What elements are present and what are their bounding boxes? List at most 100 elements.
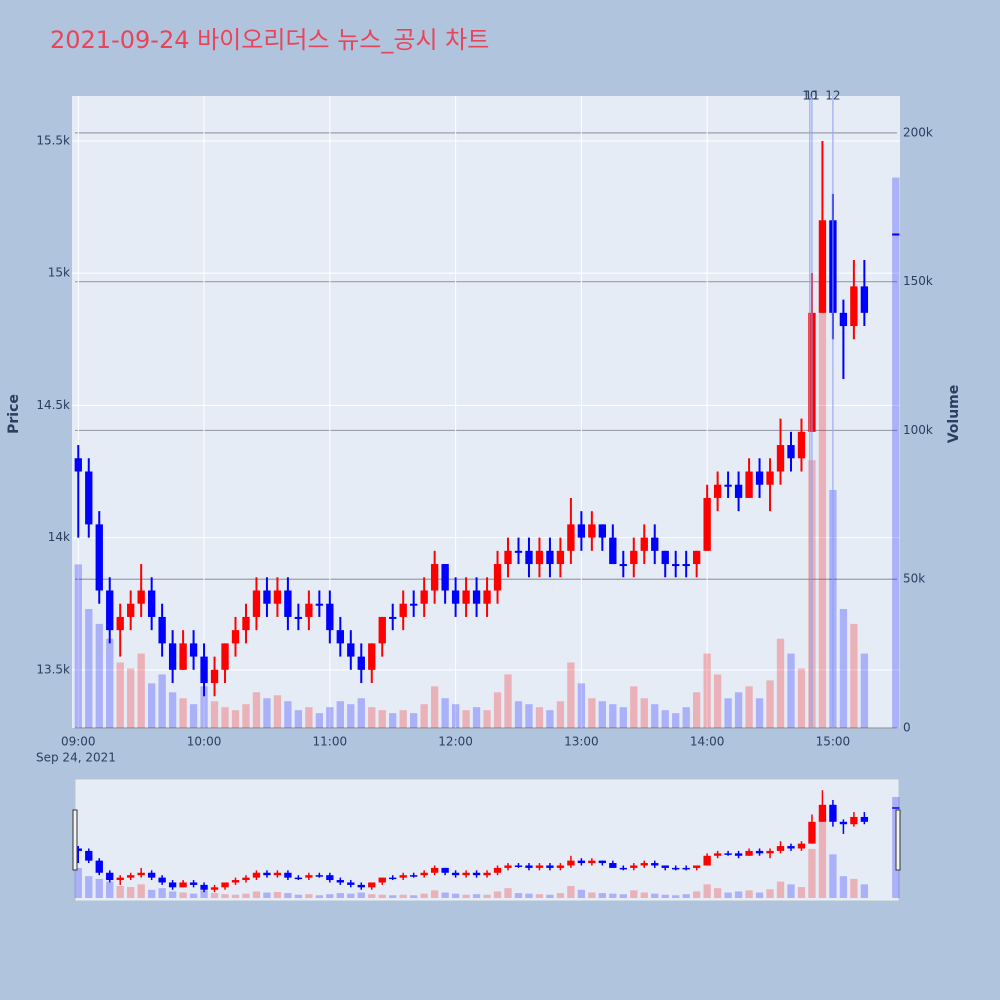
slider-candle-body: [85, 850, 93, 861]
candle-body: [860, 286, 869, 313]
slider-candle-body: [336, 880, 344, 883]
slider-candle-body: [326, 875, 334, 881]
candle-body: [410, 603, 418, 606]
candle-body: [74, 458, 82, 472]
volume-bar: [703, 653, 711, 728]
candle-body: [724, 484, 732, 487]
slider-volume-bar: [514, 893, 523, 898]
slider-candle-body: [651, 863, 659, 866]
y-tick-label: 14k: [48, 530, 70, 544]
slider-candle-body: [745, 850, 753, 856]
slider-volume-bar: [231, 894, 240, 898]
volume-bar: [106, 638, 114, 728]
slider-volume-bar: [252, 891, 261, 898]
slider-candle-body: [357, 884, 365, 888]
candle-body: [734, 484, 743, 498]
slider-volume-bar: [137, 884, 145, 898]
volume-bar: [127, 668, 135, 728]
slider-volume-bar: [766, 889, 774, 898]
volume-bar: [95, 623, 103, 728]
candle-body: [294, 616, 303, 619]
slider-candle-body: [493, 867, 502, 873]
volume-bar: [797, 668, 806, 728]
candle-body: [430, 564, 439, 591]
slider-volume-bar: [567, 885, 575, 898]
candle-body: [451, 590, 460, 604]
slider-volume-bar: [619, 894, 627, 898]
candle-body: [787, 445, 795, 459]
slider-volume-bar: [693, 891, 701, 898]
slider-volume-bar: [200, 890, 208, 898]
slider-volume-bar: [556, 893, 565, 898]
candle-body: [420, 590, 428, 604]
volume-bar: [357, 698, 365, 728]
slider-candle-body: [630, 865, 638, 868]
candle-body: [357, 656, 365, 670]
slider-candle-body: [347, 882, 355, 885]
slider-candle-body: [420, 872, 428, 876]
volume-bar: [410, 713, 418, 728]
slider-candle-body: [410, 875, 418, 877]
slider-volume-bar: [504, 888, 512, 898]
chart-title: 2021-09-24 바이오리더스 뉴스_공시 차트: [50, 26, 489, 54]
candle-body: [137, 590, 145, 604]
candle-body: [682, 564, 690, 567]
slider-volume-bar: [106, 881, 114, 898]
slider-volume-bar: [818, 816, 827, 898]
volume-bar: [755, 698, 764, 728]
y2-tick-label: 200k: [903, 125, 933, 139]
volume-bar: [504, 674, 512, 728]
volume-bar: [818, 281, 827, 728]
slider-volume-bar: [95, 878, 103, 898]
slider-candle-body: [860, 816, 869, 822]
slider-candle-body: [147, 872, 156, 878]
slider-volume-bar: [273, 891, 282, 898]
slider-candle-body: [755, 850, 764, 854]
slider-volume-bar: [263, 892, 271, 898]
slider-candle-body: [577, 860, 586, 864]
x-tick-label: 09:00: [61, 735, 96, 749]
volume-bar: [305, 707, 313, 728]
slider-candle-body: [137, 872, 145, 876]
volume-bar: [493, 692, 502, 728]
volume-bar: [713, 674, 722, 728]
volume-bar: [535, 707, 544, 728]
volume-bar: [242, 704, 250, 728]
slider-volume-bar: [682, 894, 690, 898]
slider-candle-body: [556, 865, 565, 868]
slider-candle-body: [210, 887, 219, 890]
volume-bar: [210, 701, 219, 728]
slider-volume-bar: [472, 894, 481, 898]
slider-volume-bar: [168, 891, 177, 898]
candle-body: [672, 564, 680, 567]
volume-bar: [860, 653, 869, 728]
candle-body: [850, 286, 858, 327]
candle-body: [116, 616, 124, 631]
slider-volume-bar: [535, 894, 544, 898]
volume-bar: [661, 710, 669, 728]
candle-body: [567, 524, 575, 551]
range-slider[interactable]: [75, 779, 899, 901]
volume-bar: [158, 674, 166, 728]
volume-bar: [850, 623, 858, 728]
slider-candle-body: [378, 877, 386, 883]
slider-volume-bar: [357, 892, 365, 898]
slider-volume-bar: [326, 894, 334, 898]
slider-candle-body: [462, 872, 470, 876]
slider-candle-body: [263, 872, 271, 876]
slider-volume-bar: [860, 884, 869, 898]
slider-candle-body: [116, 877, 124, 881]
candle-body: [147, 590, 156, 617]
candle-body: [693, 550, 701, 565]
candle-body: [284, 590, 292, 617]
candle-body: [85, 471, 93, 525]
volume-bar: [892, 177, 900, 729]
slider-volume-bar: [189, 893, 198, 898]
candle-body: [158, 616, 166, 644]
candle-body: [797, 431, 806, 459]
volume-bar: [347, 704, 355, 728]
candle-body: [210, 669, 219, 684]
slider-candle-body: [713, 853, 722, 856]
slider-candle-body: [242, 877, 250, 881]
slider-candle-body: [127, 875, 135, 878]
